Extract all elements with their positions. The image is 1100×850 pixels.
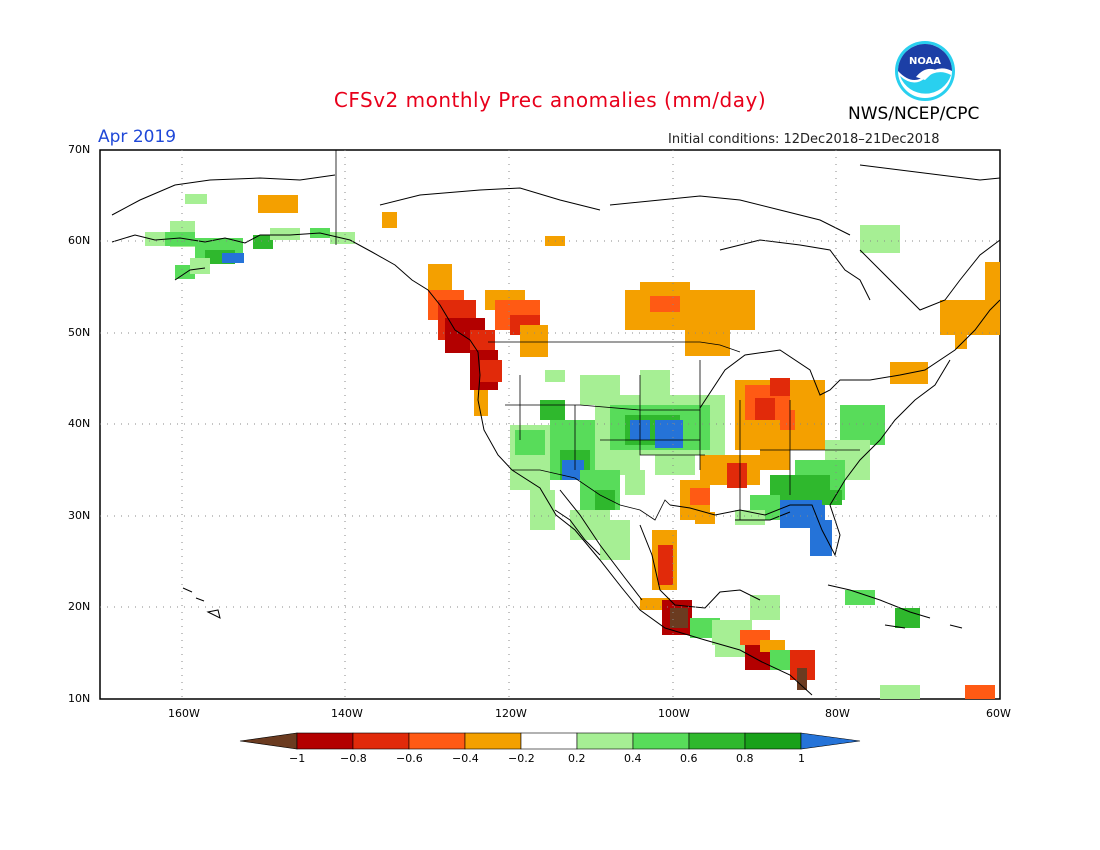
colorbar-label-minus-0.2: −0.2: [508, 752, 535, 765]
graticule: [100, 150, 1000, 699]
colorbar-swatch-minus-0.2: [464, 732, 522, 750]
lat-label-50n: 50N: [68, 326, 91, 339]
colorbar-label-0.8: 0.8: [736, 752, 754, 765]
lon-label-140w: 140W: [331, 707, 363, 720]
lon-label-160w: 160W: [168, 707, 200, 720]
colorbar-swatch-0.6: [632, 732, 690, 750]
colorbar-label-0.6: 0.6: [680, 752, 698, 765]
colorbar-swatch-0.8: [688, 732, 746, 750]
colorbar-label-minus-0.8: −0.8: [340, 752, 367, 765]
lat-label-30n: 30N: [68, 509, 91, 522]
colorbar: [239, 732, 861, 750]
initial-conditions: Initial conditions: 12Dec2018–21Dec2018: [668, 132, 940, 147]
anomaly-region-northeast-canada: [860, 225, 1000, 384]
lat-label-20n: 20N: [68, 600, 91, 613]
anomaly-region-caribbean: [695, 512, 995, 699]
colorbar-swatch-minus-0.4: [408, 732, 466, 750]
forecast-month: Apr 2019: [98, 127, 177, 147]
lat-label-10n: 10N: [68, 692, 91, 705]
colorbar-swatch-0.4: [576, 732, 634, 750]
colorbar-swatch-1: [744, 732, 802, 750]
colorbar-label-0.4: 0.4: [624, 752, 642, 765]
colorbar-label-minus-0.4: −0.4: [452, 752, 479, 765]
lat-label-40n: 40N: [68, 417, 91, 430]
borders: [335, 150, 860, 521]
anomaly-region-canada-prairies: [625, 282, 755, 356]
lat-label-60n: 60N: [68, 234, 91, 247]
map-title: CFSv2 monthly Prec anomalies (mm/day): [333, 88, 767, 112]
lon-label-80w: 80W: [825, 707, 850, 720]
colorbar-swatch-neutral: [520, 732, 578, 750]
coastlines: [111, 164, 1001, 696]
colorbar-label-minus-1: −1: [289, 752, 306, 765]
anomaly-region-southwest: [510, 420, 645, 560]
anomaly-region-midwest: [735, 378, 825, 470]
colorbar-swatch-minus-0.6: [352, 732, 410, 750]
lon-label-100w: 100W: [658, 707, 690, 720]
colorbar-label-1: 1: [798, 752, 805, 765]
anomaly-region-pacific-northwest: [258, 195, 565, 416]
noaa-logo: NOAA: [895, 41, 955, 101]
anomaly-region-mexico: [640, 530, 815, 690]
colorbar-swatch-minus-0.8: [296, 732, 354, 750]
anomaly-region-south-plains: [680, 455, 760, 520]
lon-label-120w: 120W: [495, 707, 527, 720]
colorbar-label-0.2: 0.2: [568, 752, 586, 765]
agency-label: NWS/NCEP/CPC: [848, 104, 980, 124]
anomaly-region-great-plains: [510, 370, 725, 475]
colorbar-swatch-below-minus-1: [239, 732, 298, 750]
lon-label-60w: 60W: [986, 707, 1011, 720]
colorbar-swatch-above-1: [800, 732, 861, 750]
noaa-logo-text: NOAA: [909, 56, 941, 67]
lat-label-70n: 70N: [68, 143, 91, 156]
colorbar-label-minus-0.6: −0.6: [396, 752, 423, 765]
